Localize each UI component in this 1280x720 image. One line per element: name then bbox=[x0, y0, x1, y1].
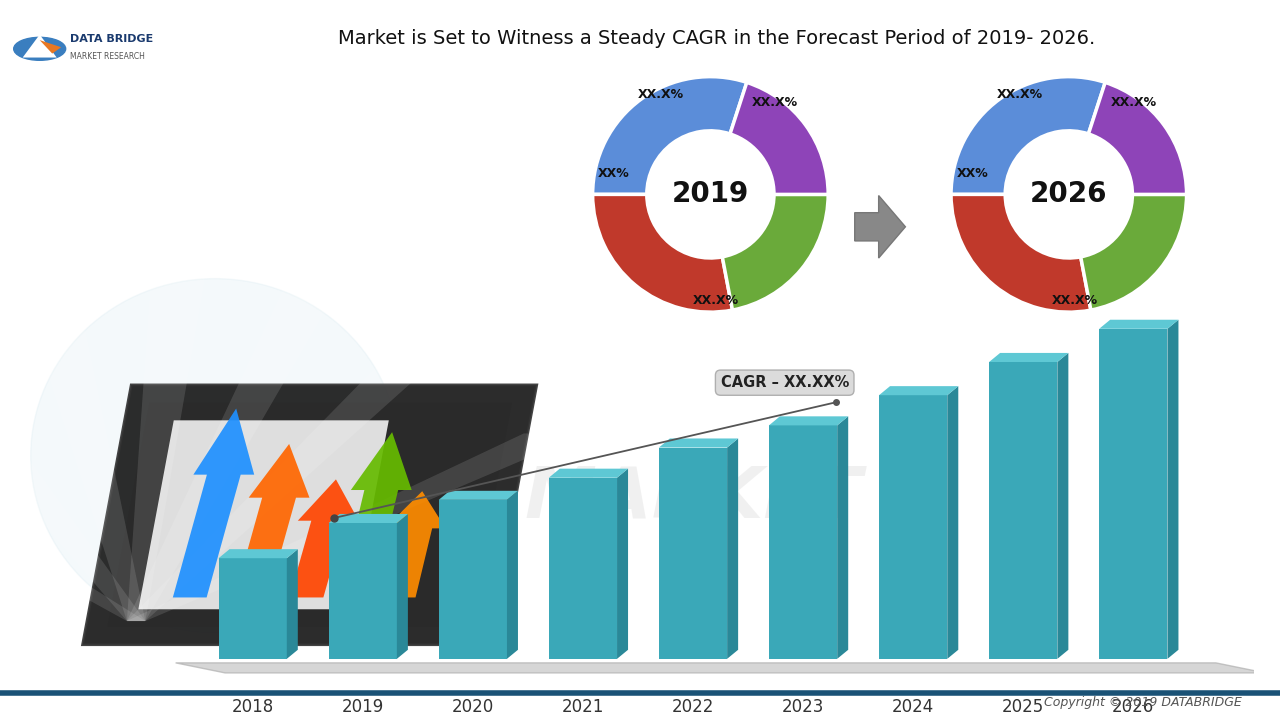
Wedge shape bbox=[951, 194, 1091, 312]
Bar bbox=[989, 362, 1057, 659]
Polygon shape bbox=[769, 416, 849, 426]
Polygon shape bbox=[329, 514, 408, 523]
Circle shape bbox=[14, 37, 65, 60]
Wedge shape bbox=[1088, 82, 1187, 194]
Polygon shape bbox=[5, 242, 146, 621]
Wedge shape bbox=[593, 194, 732, 312]
Polygon shape bbox=[339, 432, 412, 598]
Polygon shape bbox=[138, 420, 389, 609]
Wedge shape bbox=[951, 76, 1105, 194]
Polygon shape bbox=[127, 228, 374, 621]
Text: MARKET: MARKET bbox=[524, 464, 861, 532]
Polygon shape bbox=[234, 444, 310, 598]
Text: XX%: XX% bbox=[598, 167, 630, 180]
Wedge shape bbox=[730, 82, 828, 194]
Text: 2026: 2026 bbox=[1030, 181, 1107, 208]
Wedge shape bbox=[593, 76, 746, 194]
Text: 2019: 2019 bbox=[672, 181, 749, 208]
Text: MARKET RESEARCH: MARKET RESEARCH bbox=[70, 53, 145, 61]
Polygon shape bbox=[1167, 320, 1179, 659]
Polygon shape bbox=[397, 514, 408, 659]
Polygon shape bbox=[289, 480, 358, 598]
Text: XX.X%: XX.X% bbox=[1111, 96, 1157, 109]
FancyArrow shape bbox=[855, 196, 905, 258]
Polygon shape bbox=[1057, 353, 1069, 659]
Text: XX.X%: XX.X% bbox=[753, 96, 799, 109]
Polygon shape bbox=[287, 549, 298, 659]
Bar bbox=[219, 558, 287, 659]
Polygon shape bbox=[549, 469, 628, 477]
Bar bbox=[659, 448, 727, 659]
Polygon shape bbox=[175, 663, 1266, 673]
Text: XX.X%: XX.X% bbox=[637, 88, 684, 101]
Polygon shape bbox=[108, 402, 512, 627]
Polygon shape bbox=[989, 353, 1069, 362]
Polygon shape bbox=[23, 35, 56, 58]
Circle shape bbox=[31, 279, 399, 633]
Text: Market is Set to Witness a Steady CAGR in the Forecast Period of 2019- 2026.: Market is Set to Witness a Steady CAGR i… bbox=[338, 29, 1096, 48]
Polygon shape bbox=[381, 491, 445, 598]
Polygon shape bbox=[659, 438, 739, 448]
Polygon shape bbox=[947, 386, 959, 659]
Polygon shape bbox=[727, 438, 739, 659]
Text: XX.X%: XX.X% bbox=[996, 88, 1042, 101]
Text: DATA BRIDGE: DATA BRIDGE bbox=[70, 34, 154, 43]
Bar bbox=[439, 500, 507, 659]
Polygon shape bbox=[40, 40, 61, 53]
Bar bbox=[769, 426, 837, 659]
Polygon shape bbox=[0, 422, 146, 621]
Polygon shape bbox=[127, 433, 585, 621]
Polygon shape bbox=[439, 491, 518, 500]
Text: XX.X%: XX.X% bbox=[694, 294, 740, 307]
Text: Copyright © 2019 DATABRIDGE: Copyright © 2019 DATABRIDGE bbox=[1044, 696, 1242, 709]
Text: XX%: XX% bbox=[956, 167, 988, 180]
Polygon shape bbox=[83, 385, 536, 644]
Polygon shape bbox=[127, 302, 500, 621]
Text: CAGR – XX.XX%: CAGR – XX.XX% bbox=[721, 375, 849, 390]
Text: XX.X%: XX.X% bbox=[1052, 294, 1098, 307]
Bar bbox=[549, 477, 617, 659]
Polygon shape bbox=[127, 209, 218, 621]
Wedge shape bbox=[1080, 194, 1187, 310]
Polygon shape bbox=[173, 408, 255, 598]
Polygon shape bbox=[507, 491, 518, 659]
Bar bbox=[879, 395, 947, 659]
Polygon shape bbox=[219, 549, 298, 558]
Polygon shape bbox=[879, 386, 959, 395]
Polygon shape bbox=[837, 416, 849, 659]
Wedge shape bbox=[722, 194, 828, 310]
Polygon shape bbox=[617, 469, 628, 659]
Bar bbox=[1100, 329, 1167, 659]
Polygon shape bbox=[1100, 320, 1179, 329]
Polygon shape bbox=[0, 320, 146, 621]
Bar bbox=[329, 523, 397, 659]
